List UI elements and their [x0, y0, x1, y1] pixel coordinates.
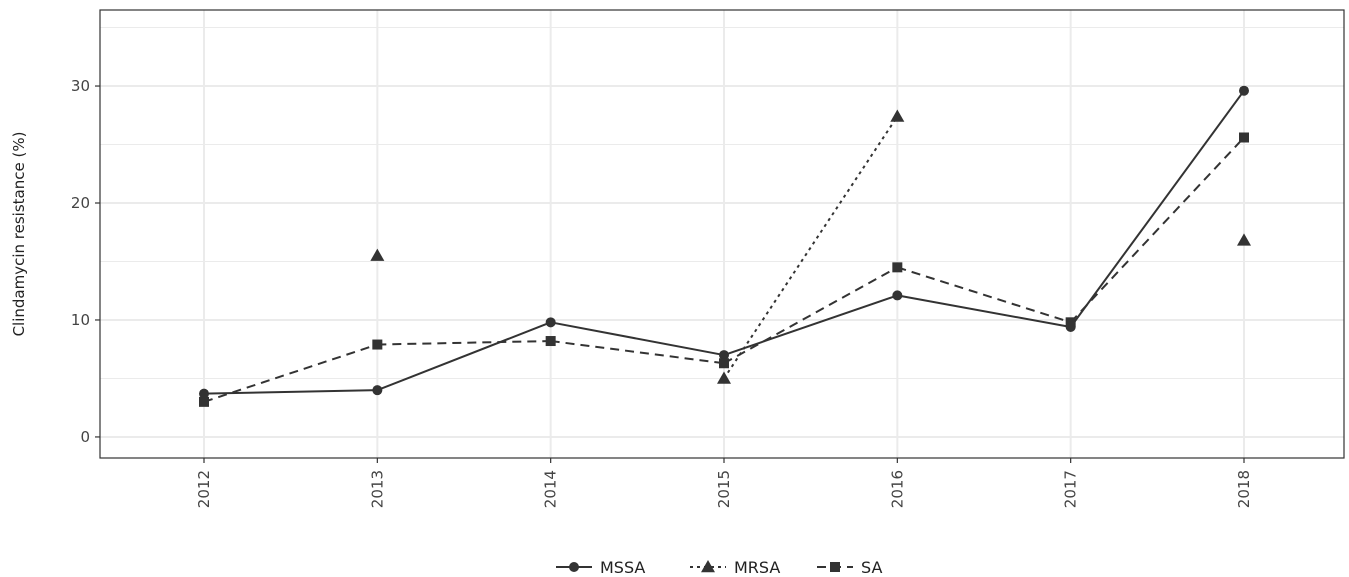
data-point-mssa — [719, 350, 729, 361]
series-line-mssa — [1069, 90, 1245, 328]
series-line-mrsa — [723, 115, 899, 380]
x-tick-label: 2015 — [715, 470, 733, 508]
series-mrsa — [370, 109, 1251, 384]
x-axis: 2012 2013 2014 2015 2016 2017 2018 — [195, 458, 1253, 508]
data-point-sa — [199, 396, 209, 407]
legend-label: MRSA — [734, 558, 780, 577]
plot-panel — [100, 10, 1344, 458]
data-point-sa — [372, 339, 383, 350]
data-point-mssa — [1239, 85, 1249, 96]
data-point-mrsa — [370, 248, 385, 261]
y-tick-label: 20 — [71, 194, 90, 212]
series-line-sa — [897, 266, 1071, 324]
legend-key-marker — [569, 562, 579, 572]
y-axis: 0 10 20 30 — [71, 77, 100, 446]
data-point-sa — [545, 336, 556, 347]
data-point-mssa — [892, 290, 903, 301]
data-point-mrsa — [1237, 233, 1251, 246]
x-tick-label: 2018 — [1235, 470, 1253, 508]
y-tick-label: 30 — [71, 77, 90, 95]
legend-item-sa: SA — [817, 558, 882, 577]
data-point-mssa — [545, 317, 556, 328]
y-tick-label: 10 — [71, 311, 90, 329]
legend-key-marker — [701, 560, 715, 573]
x-tick-label: 2013 — [368, 470, 386, 508]
legend-key-marker — [830, 562, 840, 572]
data-point-mrsa — [717, 371, 731, 384]
series-line-sa — [203, 343, 378, 403]
series-line-mssa — [897, 294, 1071, 328]
series-group — [199, 85, 1251, 407]
data-point-mssa — [372, 385, 383, 396]
series-mssa — [199, 85, 1249, 399]
y-tick-label: 0 — [80, 428, 90, 446]
series-line-sa — [723, 266, 898, 365]
x-tick-label: 2012 — [195, 470, 213, 508]
data-point-sa — [892, 262, 903, 273]
series-line-mssa — [376, 321, 552, 392]
legend-label: SA — [861, 558, 882, 577]
legend-item-mssa: MSSA — [556, 558, 645, 577]
legend-label: MSSA — [600, 558, 645, 577]
data-point-sa — [1239, 132, 1249, 143]
data-point-sa — [1065, 317, 1076, 328]
x-tick-label: 2017 — [1062, 470, 1080, 508]
y-axis-title: Clindamycin resistance (%) — [10, 132, 28, 337]
x-tick-label: 2016 — [888, 470, 906, 508]
gridlines — [100, 10, 1344, 458]
series-line-mssa — [550, 321, 725, 357]
data-point-mssa — [199, 388, 209, 399]
data-point-sa — [719, 358, 729, 369]
x-tick-label: 2014 — [542, 470, 560, 508]
panel-border — [99, 9, 1345, 459]
legend-item-mrsa: MRSA — [690, 558, 780, 577]
data-point-mrsa — [890, 109, 905, 122]
legend: MSSA MRSA SA — [556, 558, 882, 577]
series-sa — [199, 132, 1249, 407]
series-line-mssa — [723, 294, 898, 357]
series-line-sa — [1069, 136, 1245, 323]
